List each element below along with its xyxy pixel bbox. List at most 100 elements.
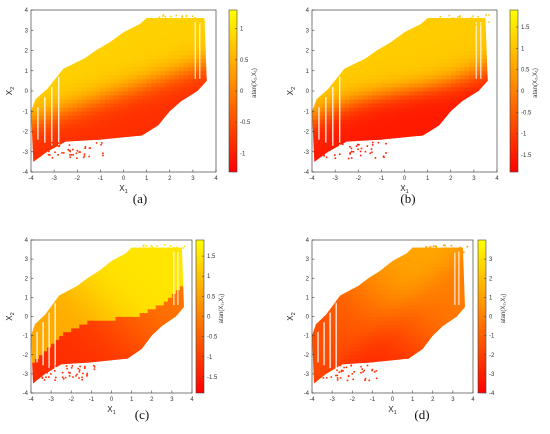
heatmap-cell — [79, 308, 84, 314]
heatmap-cell — [54, 99, 60, 104]
heatmap-cell — [167, 354, 173, 359]
heatmap-cell — [167, 251, 173, 256]
heatmap-cell — [137, 127, 143, 132]
heatmap-cell — [87, 266, 92, 271]
heatmap-cell — [105, 115, 111, 120]
heatmap-cell — [469, 82, 475, 88]
heatmap-cell — [473, 18, 479, 19]
heatmap-cell — [362, 18, 368, 23]
heatmap-cell — [67, 301, 72, 306]
heatmap-cell — [316, 86, 322, 92]
heatmap-cell — [132, 66, 138, 72]
heatmap-cell — [151, 159, 157, 162]
heatmap-cell — [192, 123, 198, 128]
heatmap-cell — [95, 50, 101, 55]
heatmap-cell — [167, 305, 173, 310]
heatmap-cell — [81, 119, 87, 124]
heatmap-cell — [143, 366, 149, 371]
heatmap-cell — [87, 385, 91, 389]
heatmap-cell — [404, 42, 410, 47]
heatmap-cell — [143, 347, 149, 352]
heatmap-cell — [155, 18, 161, 19]
heatmap-cell — [450, 30, 456, 35]
heatmap-cell — [91, 320, 96, 325]
heatmap-cell — [312, 18, 318, 19]
heatmap-cell — [464, 42, 470, 47]
heatmap-cell — [492, 103, 497, 107]
heatmap-cell — [179, 34, 185, 39]
heatmap-cell — [169, 95, 175, 100]
heatmap-cell — [367, 18, 373, 23]
heatmap-cell — [174, 62, 180, 68]
heatmap-cell — [105, 38, 111, 43]
heatmap-cell — [135, 289, 141, 294]
artifact-dot — [69, 156, 72, 158]
heatmap-cell — [109, 119, 115, 124]
heatmap-cell — [77, 91, 83, 96]
heatmap-cell — [488, 79, 493, 83]
heatmap-cell — [81, 58, 87, 64]
heatmap-cell — [188, 30, 194, 35]
heatmap-cell — [68, 50, 74, 55]
heatmap-cell — [455, 82, 461, 88]
heatmap-cell — [51, 259, 56, 264]
heatmap-cell — [427, 34, 433, 39]
heatmap-cell — [390, 151, 396, 157]
heatmap-cell — [358, 10, 363, 14]
heatmap-cell — [151, 139, 157, 145]
heatmap-cell — [75, 274, 80, 279]
heatmap-cell — [146, 95, 152, 100]
heatmap-cell — [171, 350, 177, 356]
heatmap-cell — [409, 10, 414, 14]
heatmap-cell — [59, 301, 64, 306]
heatmap-cell — [119, 366, 124, 371]
heatmap-cell — [473, 86, 479, 92]
heatmap-cell — [460, 115, 466, 120]
heatmap-cell — [381, 103, 387, 108]
heatmap-cell — [372, 54, 378, 59]
heatmap-cell — [35, 324, 40, 329]
heatmap-cell — [183, 143, 189, 149]
heatmap-cell — [142, 54, 148, 59]
heatmap-cell — [146, 123, 152, 128]
heatmap-cell — [404, 62, 410, 68]
heatmap-cell — [103, 339, 108, 344]
heatmap-cell — [409, 143, 415, 149]
heatmap-cell — [188, 10, 193, 14]
heatmap-cell — [211, 42, 216, 46]
heatmap-cell — [399, 18, 405, 19]
heatmap-cell — [367, 95, 373, 100]
heatmap-cell — [418, 42, 424, 47]
heatmap-cell — [362, 95, 368, 100]
heatmap-cell — [358, 95, 364, 100]
heatmap-cell — [492, 95, 497, 99]
heatmap-cell — [105, 58, 111, 64]
heatmap-cell — [95, 285, 100, 291]
heatmap-cell — [460, 62, 466, 68]
heatmap-cell — [390, 46, 396, 51]
heatmap-cell — [367, 34, 373, 39]
heatmap-cell — [31, 327, 36, 333]
heatmap-cell — [165, 66, 171, 72]
heatmap-cell — [146, 70, 152, 76]
heatmap-cell — [179, 155, 185, 161]
heatmap-cell — [330, 58, 336, 64]
artifact-dot — [385, 152, 387, 154]
heatmap-cell — [188, 82, 194, 88]
heatmap-cell — [31, 259, 36, 264]
heatmap-cell — [450, 42, 456, 47]
heatmap-cell — [83, 259, 88, 264]
heatmap-cell — [91, 74, 97, 80]
heatmap-cell — [483, 139, 488, 145]
heatmap-cell — [418, 58, 424, 64]
heatmap-cell — [39, 312, 44, 317]
heatmap-cell — [151, 259, 157, 264]
heatmap-cell — [147, 339, 153, 344]
heatmap-cell — [483, 18, 488, 19]
heatmap-cell — [202, 74, 207, 80]
heatmap-cell — [87, 350, 92, 356]
heatmap-cell — [51, 255, 56, 260]
heatmap-cell — [399, 159, 405, 162]
heatmap-cell — [390, 42, 396, 47]
heatmap-cell — [67, 362, 72, 367]
